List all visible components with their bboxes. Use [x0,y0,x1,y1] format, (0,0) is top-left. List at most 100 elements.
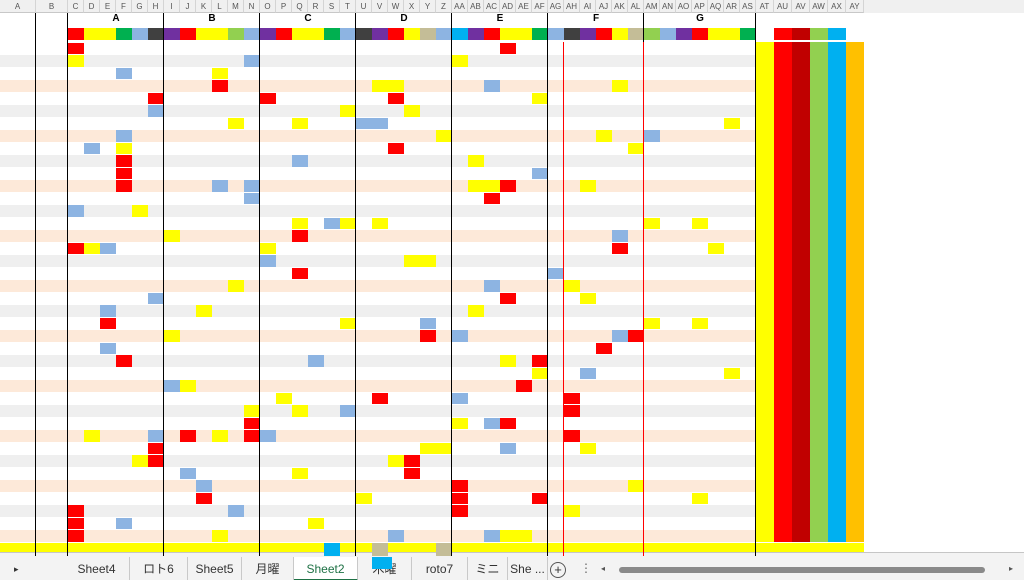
number-cell[interactable] [532,92,548,104]
number-cell[interactable] [612,230,628,242]
number-cell[interactable] [356,117,372,129]
number-cell[interactable] [404,130,420,142]
number-cell[interactable] [340,405,356,417]
count-cell[interactable] [846,317,864,330]
kai-cell[interactable] [36,130,68,143]
column-header-aq[interactable]: AQ [708,0,724,13]
number-cell[interactable] [212,255,228,267]
number-cell[interactable] [116,355,132,367]
total-number-cell[interactable] [404,543,420,556]
count-cell[interactable] [828,254,846,267]
sheet-tab[interactable]: ミニ [468,557,508,580]
number-cell[interactable] [484,180,500,192]
number-cell[interactable] [68,242,84,254]
count-cell[interactable] [810,404,828,417]
number-cell[interactable] [404,293,420,305]
number-cell[interactable] [196,380,212,392]
date-cell[interactable] [0,330,36,343]
date-cell[interactable] [0,467,36,480]
kai-cell[interactable] [36,342,68,355]
count-cell[interactable] [774,329,792,342]
number-cell[interactable] [148,105,164,117]
count-cell[interactable] [774,467,792,480]
count-cell[interactable] [810,192,828,205]
number-cell[interactable] [564,405,580,417]
number-cell[interactable] [388,293,404,305]
column-header-ag[interactable]: AG [548,0,564,13]
count-cell[interactable] [792,129,810,142]
count-cell[interactable] [792,517,810,530]
number-cell[interactable] [276,168,292,180]
number-cell[interactable] [484,192,500,204]
count-cell[interactable] [792,317,810,330]
number-cell[interactable] [132,80,148,92]
count-cell[interactable] [810,79,828,92]
number-cell[interactable] [212,280,228,292]
total-number-cell[interactable] [84,543,100,556]
number-cell[interactable] [564,43,580,55]
number-cell[interactable] [644,368,660,380]
number-cell[interactable] [580,367,596,379]
total-number-cell[interactable] [244,543,260,556]
number-cell[interactable] [468,155,484,167]
number-cell[interactable] [292,217,308,229]
count-cell[interactable] [792,42,810,55]
date-cell[interactable] [0,205,36,218]
number-cell[interactable] [292,467,308,479]
total-number-cell[interactable] [628,543,644,556]
number-cell[interactable] [532,367,548,379]
count-cell[interactable] [828,129,846,142]
number-cell[interactable] [164,380,180,392]
number-cell[interactable] [612,193,628,205]
number-cell[interactable] [84,142,100,154]
number-cell[interactable] [244,180,260,192]
number-cell[interactable] [340,105,356,117]
number-cell[interactable] [500,530,516,542]
column-header-ao[interactable]: AO [676,0,692,13]
date-cell[interactable] [0,255,36,268]
count-cell[interactable] [828,229,846,242]
number-cell[interactable] [628,43,644,55]
count-cell[interactable] [792,404,810,417]
count-cell[interactable] [774,204,792,217]
number-cell[interactable] [388,180,404,192]
number-cell[interactable] [500,268,516,280]
number-cell[interactable] [84,480,100,492]
number-cell[interactable] [452,55,468,67]
kai-cell[interactable] [36,67,68,80]
column-header-ar[interactable]: AR [724,0,740,13]
number-cell[interactable] [532,530,548,542]
count-cell[interactable] [792,179,810,192]
count-cell[interactable] [792,242,810,255]
column-header-r[interactable]: R [308,0,324,13]
count-cell[interactable] [846,279,864,292]
number-cell[interactable] [276,130,292,142]
count-cell[interactable] [828,242,846,255]
more-options-icon[interactable]: ⋮ [580,561,592,575]
number-cell[interactable] [644,130,660,142]
number-cell[interactable] [516,380,532,392]
number-cell[interactable] [420,193,436,205]
up-button[interactable] [372,556,392,569]
number-cell[interactable] [212,180,228,192]
count-cell[interactable] [774,117,792,130]
number-cell[interactable] [612,80,628,92]
count-cell[interactable] [810,329,828,342]
number-cell[interactable] [692,217,708,229]
number-cell[interactable] [372,168,388,180]
count-cell[interactable] [846,442,864,455]
count-cell[interactable] [846,217,864,230]
column-header-aw[interactable]: AW [810,0,828,13]
count-cell[interactable] [846,354,864,367]
count-cell[interactable] [792,429,810,442]
date-cell[interactable] [0,242,36,255]
count-cell[interactable] [792,92,810,105]
date-cell[interactable] [0,192,36,205]
count-cell[interactable] [828,142,846,155]
count-cell[interactable] [810,167,828,180]
number-cell[interactable] [308,355,324,367]
kai-cell[interactable] [36,380,68,393]
date-cell[interactable] [0,55,36,68]
column-header-j[interactable]: J [180,0,196,13]
number-cell[interactable] [100,242,116,254]
